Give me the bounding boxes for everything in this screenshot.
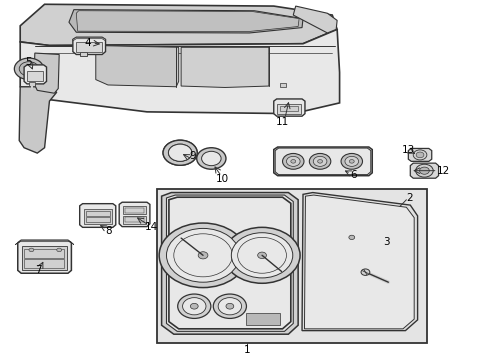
Polygon shape bbox=[73, 37, 105, 41]
Circle shape bbox=[286, 156, 300, 166]
Bar bbox=[280, 83, 286, 87]
Bar bbox=[27, 71, 42, 81]
Polygon shape bbox=[293, 6, 336, 33]
Circle shape bbox=[224, 227, 300, 283]
Bar bbox=[122, 216, 146, 224]
Text: 12: 12 bbox=[436, 166, 449, 176]
Polygon shape bbox=[15, 240, 74, 244]
Bar bbox=[124, 208, 144, 213]
Circle shape bbox=[231, 233, 292, 278]
Text: 7: 7 bbox=[35, 265, 42, 275]
Bar bbox=[83, 209, 112, 224]
Text: 5: 5 bbox=[25, 57, 32, 67]
Bar bbox=[124, 217, 144, 222]
Text: 6: 6 bbox=[350, 170, 356, 180]
Circle shape bbox=[57, 248, 61, 252]
Circle shape bbox=[163, 140, 197, 165]
Circle shape bbox=[344, 156, 358, 166]
Text: 2: 2 bbox=[405, 193, 412, 203]
Circle shape bbox=[213, 294, 246, 319]
Polygon shape bbox=[181, 47, 268, 87]
Circle shape bbox=[19, 62, 39, 76]
Polygon shape bbox=[161, 193, 298, 334]
Circle shape bbox=[317, 159, 322, 163]
Polygon shape bbox=[34, 53, 59, 93]
Circle shape bbox=[168, 144, 191, 161]
Circle shape bbox=[348, 235, 354, 239]
Text: 4: 4 bbox=[84, 38, 91, 48]
Circle shape bbox=[415, 152, 423, 158]
Circle shape bbox=[415, 164, 432, 177]
Polygon shape bbox=[24, 65, 46, 84]
Polygon shape bbox=[407, 148, 431, 161]
Circle shape bbox=[257, 252, 266, 258]
Polygon shape bbox=[76, 11, 299, 32]
Polygon shape bbox=[275, 148, 370, 175]
Bar bbox=[22, 246, 67, 270]
Circle shape bbox=[218, 298, 241, 315]
Circle shape bbox=[282, 153, 304, 169]
Circle shape bbox=[348, 159, 353, 163]
Circle shape bbox=[225, 303, 233, 309]
Bar bbox=[85, 217, 110, 222]
Circle shape bbox=[419, 167, 428, 174]
Bar bbox=[246, 313, 279, 325]
Polygon shape bbox=[19, 87, 57, 153]
Text: 1: 1 bbox=[243, 345, 250, 355]
Circle shape bbox=[29, 248, 34, 252]
Bar bbox=[24, 259, 64, 268]
Bar bbox=[122, 206, 146, 214]
Polygon shape bbox=[302, 193, 417, 330]
Text: 3: 3 bbox=[383, 237, 389, 247]
Text: 8: 8 bbox=[105, 226, 112, 236]
Bar bbox=[24, 249, 64, 258]
Bar bbox=[76, 41, 102, 51]
Circle shape bbox=[290, 159, 295, 163]
Circle shape bbox=[168, 144, 191, 161]
Polygon shape bbox=[409, 163, 438, 178]
Circle shape bbox=[201, 151, 221, 166]
Circle shape bbox=[177, 294, 210, 319]
Circle shape bbox=[309, 153, 330, 169]
Text: 9: 9 bbox=[189, 150, 195, 161]
Polygon shape bbox=[166, 140, 193, 154]
Polygon shape bbox=[20, 30, 339, 114]
Circle shape bbox=[313, 156, 326, 166]
Bar bbox=[279, 106, 298, 111]
Circle shape bbox=[14, 58, 43, 80]
Polygon shape bbox=[20, 4, 336, 45]
Bar bbox=[29, 82, 35, 86]
Bar bbox=[85, 211, 110, 216]
Circle shape bbox=[190, 303, 198, 309]
Circle shape bbox=[159, 223, 246, 288]
Polygon shape bbox=[304, 195, 413, 329]
Text: 11: 11 bbox=[275, 117, 288, 127]
Polygon shape bbox=[273, 147, 371, 176]
Circle shape bbox=[196, 148, 225, 169]
Polygon shape bbox=[73, 37, 105, 54]
Polygon shape bbox=[166, 195, 293, 331]
Bar bbox=[276, 104, 301, 114]
Circle shape bbox=[340, 153, 362, 169]
Bar bbox=[157, 189, 427, 343]
Polygon shape bbox=[18, 240, 71, 273]
Bar bbox=[80, 51, 87, 56]
Circle shape bbox=[182, 298, 205, 315]
Circle shape bbox=[25, 66, 33, 72]
Polygon shape bbox=[69, 10, 303, 33]
Text: 10: 10 bbox=[216, 174, 229, 184]
Circle shape bbox=[166, 228, 239, 282]
Polygon shape bbox=[96, 45, 178, 87]
Polygon shape bbox=[80, 204, 116, 227]
Text: 14: 14 bbox=[145, 222, 158, 231]
Circle shape bbox=[412, 150, 426, 160]
Circle shape bbox=[360, 269, 369, 275]
Circle shape bbox=[198, 252, 207, 259]
Text: 13: 13 bbox=[401, 145, 414, 155]
Polygon shape bbox=[273, 99, 305, 116]
Polygon shape bbox=[119, 202, 150, 226]
Circle shape bbox=[163, 140, 197, 165]
